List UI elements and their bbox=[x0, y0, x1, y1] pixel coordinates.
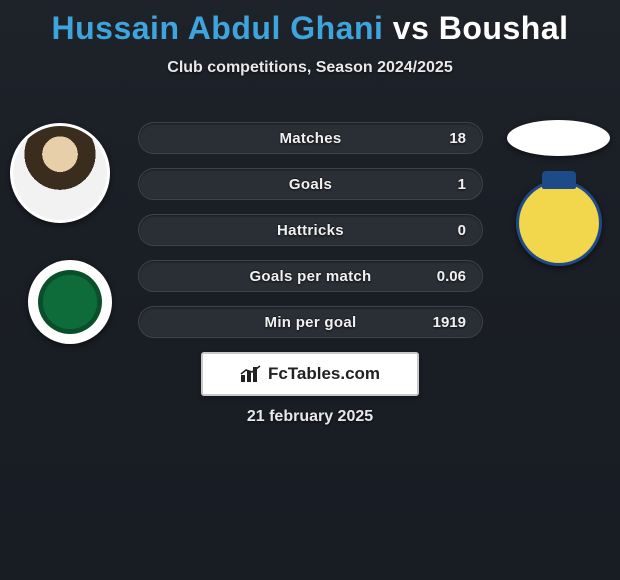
date-text: 21 february 2025 bbox=[0, 408, 620, 426]
brand-text: FcTables.com bbox=[268, 364, 380, 384]
bar-value: 0 bbox=[458, 215, 466, 245]
bar-label: Goals per match bbox=[139, 261, 482, 291]
player-avatar bbox=[10, 123, 110, 223]
bar-matches: Matches 18 bbox=[138, 122, 483, 154]
bar-label: Hattricks bbox=[139, 215, 482, 245]
bar-goals: Goals 1 bbox=[138, 168, 483, 200]
bar-hattricks: Hattricks 0 bbox=[138, 214, 483, 246]
stat-bars: Matches 18 Goals 1 Hattricks 0 Goals per… bbox=[138, 122, 483, 352]
bar-value: 18 bbox=[449, 123, 466, 153]
bar-gpm: Goals per match 0.06 bbox=[138, 260, 483, 292]
brand-badge: FcTables.com bbox=[201, 352, 419, 396]
chart-icon bbox=[240, 365, 262, 383]
title-player2: Boushal bbox=[439, 10, 569, 46]
title-player1: Hussain Abdul Ghani bbox=[52, 10, 384, 46]
bar-label: Matches bbox=[139, 123, 482, 153]
club2-crest bbox=[516, 180, 602, 266]
bar-value: 1919 bbox=[433, 307, 466, 337]
club1-crest bbox=[28, 260, 112, 344]
bar-label: Goals bbox=[139, 169, 482, 199]
bar-label: Min per goal bbox=[139, 307, 482, 337]
opponent-marker bbox=[507, 120, 610, 156]
subtitle: Club competitions, Season 2024/2025 bbox=[0, 59, 620, 77]
bar-value: 1 bbox=[458, 169, 466, 199]
page-title: Hussain Abdul Ghani vs Boushal bbox=[0, 0, 620, 47]
title-vs: vs bbox=[393, 10, 430, 46]
bar-mpg: Min per goal 1919 bbox=[138, 306, 483, 338]
bar-value: 0.06 bbox=[437, 261, 466, 291]
